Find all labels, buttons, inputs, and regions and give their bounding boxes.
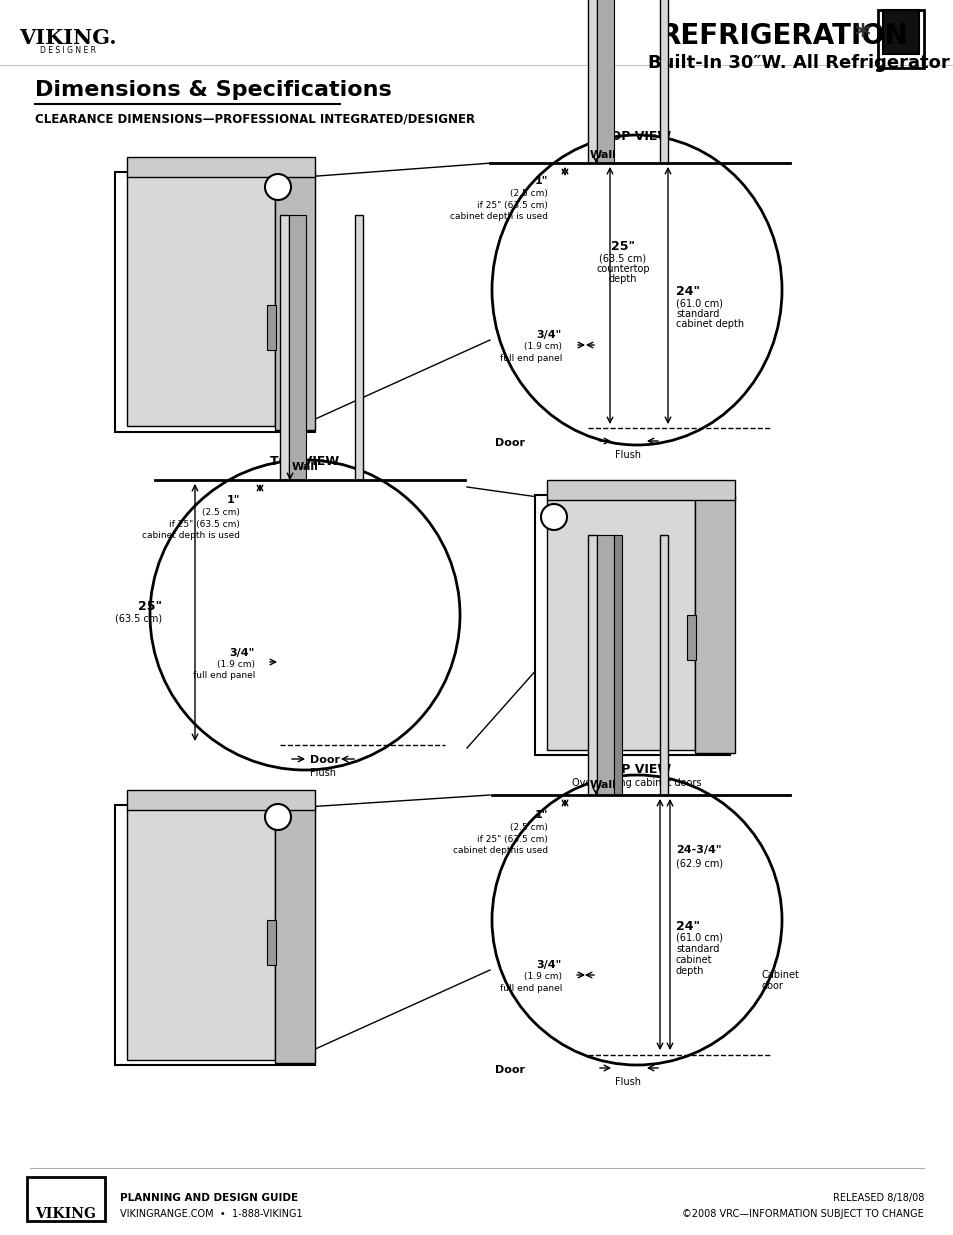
Text: D E S I G N E R: D E S I G N E R bbox=[40, 46, 96, 56]
Bar bbox=[614, 535, 621, 795]
Bar bbox=[535, 495, 729, 755]
Bar bbox=[659, 0, 667, 163]
Text: depth: depth bbox=[608, 274, 637, 284]
Text: Door: Door bbox=[310, 755, 339, 764]
Bar bbox=[274, 806, 314, 1063]
Text: cabinet depth is used: cabinet depth is used bbox=[142, 531, 240, 540]
FancyBboxPatch shape bbox=[27, 1177, 105, 1221]
Text: door: door bbox=[761, 981, 783, 990]
Circle shape bbox=[265, 804, 291, 830]
Text: (62.9 cm): (62.9 cm) bbox=[676, 858, 722, 868]
Bar bbox=[280, 215, 289, 480]
Text: Wall: Wall bbox=[292, 462, 318, 472]
Text: (2.5 cm): (2.5 cm) bbox=[510, 823, 547, 832]
Bar bbox=[115, 805, 314, 1065]
Text: cabinet depth is used: cabinet depth is used bbox=[450, 212, 547, 221]
Text: Door: Door bbox=[495, 1065, 524, 1074]
Text: (61.0 cm): (61.0 cm) bbox=[676, 298, 722, 308]
Text: *: * bbox=[853, 22, 869, 51]
Text: Flush: Flush bbox=[310, 768, 335, 778]
Text: if 25" (63.5 cm): if 25" (63.5 cm) bbox=[476, 835, 547, 844]
Text: if 25" (63.5 cm): if 25" (63.5 cm) bbox=[169, 520, 240, 529]
Bar bbox=[695, 496, 734, 753]
Bar bbox=[659, 535, 667, 795]
Text: TOP VIEW: TOP VIEW bbox=[601, 130, 671, 143]
Text: CLEARANCE DIMENSIONS—PROFESSIONAL INTEGRATED/DESIGNER: CLEARANCE DIMENSIONS—PROFESSIONAL INTEGR… bbox=[35, 112, 475, 125]
Bar bbox=[587, 0, 597, 163]
Text: cabinet depthis used: cabinet depthis used bbox=[453, 846, 547, 855]
Text: Wall: Wall bbox=[589, 781, 616, 790]
Text: REFRIGERATION: REFRIGERATION bbox=[659, 22, 908, 49]
Bar bbox=[289, 215, 306, 480]
Text: (63.5 cm): (63.5 cm) bbox=[114, 613, 162, 622]
Bar bbox=[127, 157, 314, 177]
Bar bbox=[597, 0, 614, 163]
Text: 1": 1" bbox=[227, 495, 240, 505]
Text: RELEASED 8/18/08: RELEASED 8/18/08 bbox=[832, 1193, 923, 1203]
Bar bbox=[355, 215, 363, 480]
Text: if 25" (63.5 cm): if 25" (63.5 cm) bbox=[476, 201, 547, 210]
Text: 25": 25" bbox=[610, 240, 635, 253]
Text: standard: standard bbox=[676, 309, 719, 319]
Text: Flush: Flush bbox=[615, 450, 640, 459]
Text: 24": 24" bbox=[676, 285, 700, 298]
Text: 3/4": 3/4" bbox=[230, 648, 254, 658]
Bar bbox=[882, 10, 918, 54]
Text: Built-In 30″W. All Refrigerator: Built-In 30″W. All Refrigerator bbox=[647, 54, 949, 72]
Circle shape bbox=[265, 174, 291, 200]
Text: Cabinet: Cabinet bbox=[761, 969, 799, 981]
Text: cabinet: cabinet bbox=[676, 955, 712, 965]
Text: VIKING.: VIKING. bbox=[19, 28, 116, 48]
Text: (61.0 cm): (61.0 cm) bbox=[676, 932, 722, 944]
Text: countertop: countertop bbox=[596, 264, 649, 274]
Text: TOP VIEW: TOP VIEW bbox=[270, 454, 339, 468]
Ellipse shape bbox=[492, 776, 781, 1065]
Text: 3/4": 3/4" bbox=[537, 960, 561, 969]
Text: PLANNING AND DESIGN GUIDE: PLANNING AND DESIGN GUIDE bbox=[120, 1193, 297, 1203]
Text: 1": 1" bbox=[534, 810, 547, 820]
Text: (2.5 cm): (2.5 cm) bbox=[510, 189, 547, 198]
Text: (1.9 cm): (1.9 cm) bbox=[216, 659, 254, 669]
Bar bbox=[267, 920, 275, 965]
Bar bbox=[587, 535, 597, 795]
Text: (1.9 cm): (1.9 cm) bbox=[523, 342, 561, 351]
Text: Wall: Wall bbox=[589, 149, 616, 161]
Text: (2.5 cm): (2.5 cm) bbox=[202, 508, 240, 517]
Bar bbox=[686, 615, 696, 659]
Text: 24-3/4": 24-3/4" bbox=[676, 845, 720, 855]
Text: (63.5 cm): (63.5 cm) bbox=[598, 253, 646, 263]
Text: TOP VIEW: TOP VIEW bbox=[601, 763, 671, 776]
Bar bbox=[127, 808, 274, 1060]
Text: 25": 25" bbox=[138, 600, 162, 613]
Bar bbox=[127, 174, 274, 426]
Ellipse shape bbox=[150, 459, 459, 769]
Text: cabinet depth: cabinet depth bbox=[676, 319, 743, 329]
Text: Door: Door bbox=[495, 438, 524, 448]
Text: VIKINGRANGE.COM  •  1-888-VIKING1: VIKINGRANGE.COM • 1-888-VIKING1 bbox=[120, 1209, 302, 1219]
Text: depth: depth bbox=[676, 966, 703, 976]
Bar bbox=[597, 535, 614, 795]
Text: standard: standard bbox=[676, 944, 719, 953]
Bar bbox=[546, 480, 734, 500]
Text: 1": 1" bbox=[534, 177, 547, 186]
Text: 3/4": 3/4" bbox=[537, 330, 561, 340]
Text: ©2008 VRC—INFORMATION SUBJECT TO CHANGE: ©2008 VRC—INFORMATION SUBJECT TO CHANGE bbox=[681, 1209, 923, 1219]
Bar bbox=[877, 10, 923, 68]
Text: full end panel: full end panel bbox=[193, 671, 254, 680]
Text: 24": 24" bbox=[676, 920, 700, 932]
Bar bbox=[546, 498, 695, 750]
Text: VIKING: VIKING bbox=[35, 1207, 96, 1221]
Text: Overlapping cabinet doors: Overlapping cabinet doors bbox=[572, 778, 701, 788]
Text: Flush: Flush bbox=[615, 1077, 640, 1087]
Bar bbox=[127, 790, 314, 810]
Bar bbox=[274, 174, 314, 430]
Bar bbox=[267, 305, 275, 350]
Text: full end panel: full end panel bbox=[499, 354, 561, 363]
Text: (1.9 cm): (1.9 cm) bbox=[523, 972, 561, 981]
Ellipse shape bbox=[492, 135, 781, 445]
Bar bbox=[115, 172, 314, 432]
Text: full end panel: full end panel bbox=[499, 984, 561, 993]
Circle shape bbox=[540, 504, 566, 530]
Text: Dimensions & Specifications: Dimensions & Specifications bbox=[35, 80, 392, 100]
